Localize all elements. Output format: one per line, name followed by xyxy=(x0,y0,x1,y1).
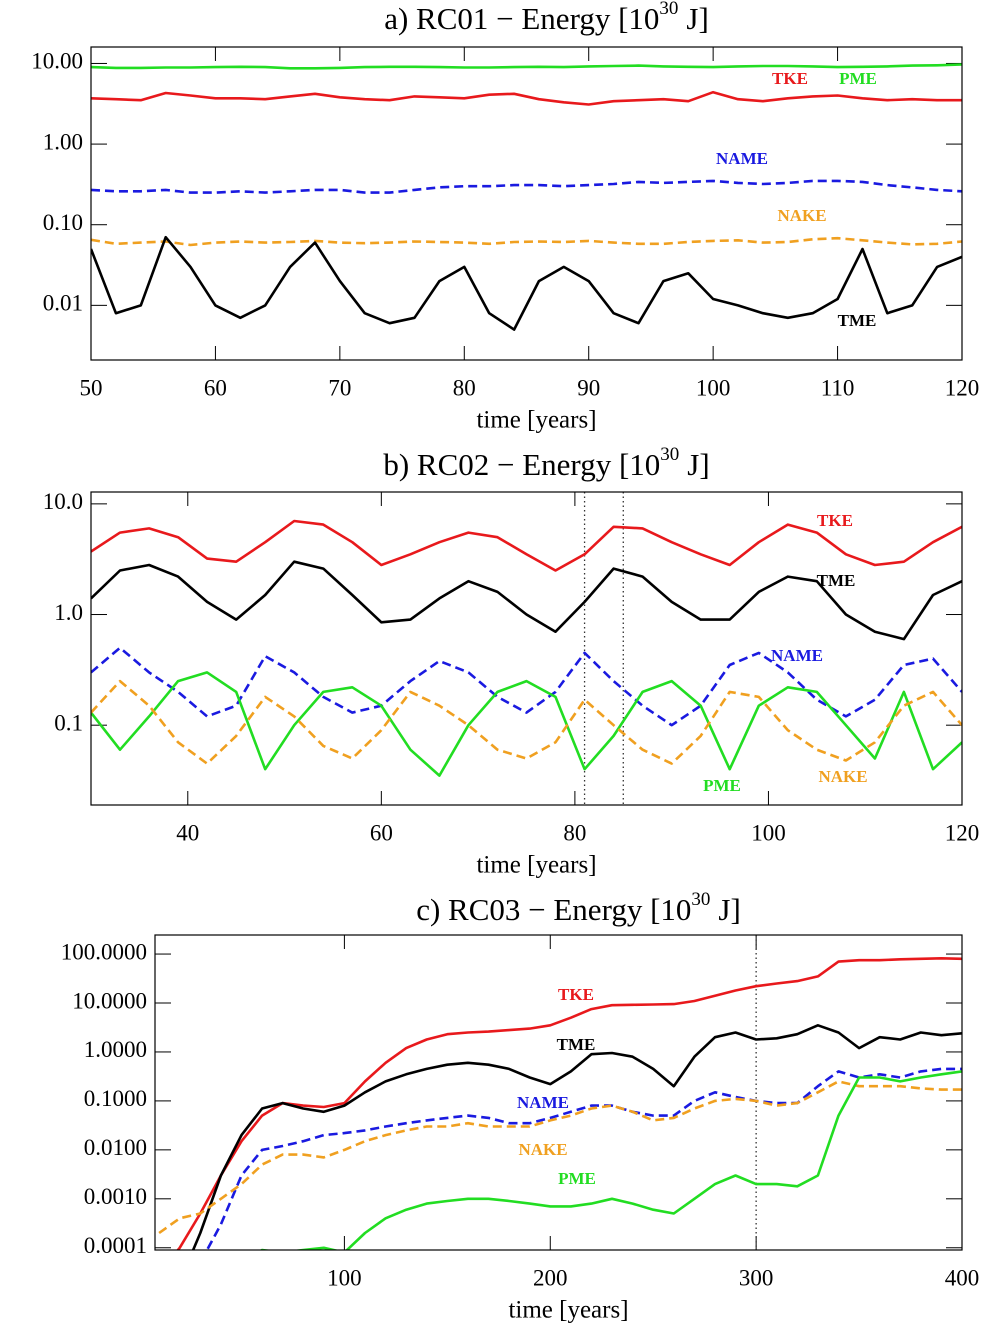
title-superscript: 30 xyxy=(691,889,710,910)
x-tick-label: 300 xyxy=(739,1265,774,1290)
chart-title: a) RC01 − Energy [1030 J] xyxy=(384,0,709,36)
chart-title: b) RC02 − Energy [1030 J] xyxy=(383,444,709,482)
title-superscript: 30 xyxy=(659,0,678,19)
x-tick-label: 100 xyxy=(696,375,731,400)
series-label: NAME xyxy=(517,1093,569,1112)
x-tick-label: 70 xyxy=(328,375,351,400)
series-line xyxy=(91,679,962,765)
x-tick-label: 120 xyxy=(945,375,980,400)
y-tick-label: 1.0000 xyxy=(84,1037,147,1062)
x-axis-label: time [years] xyxy=(476,407,596,434)
x-tick-label: 80 xyxy=(563,820,586,845)
title-text: c) RC03 − Energy [10 xyxy=(416,892,691,927)
x-tick-label: 60 xyxy=(370,820,393,845)
plot-frame xyxy=(154,934,963,1251)
series-line xyxy=(259,1070,962,1250)
x-tick-label: 60 xyxy=(204,375,227,400)
y-tick-label: 1.0 xyxy=(54,600,83,625)
y-tick-label: 1.00 xyxy=(43,129,83,154)
series-label: NAME xyxy=(771,646,823,665)
y-tick-label: 100.0000 xyxy=(61,939,147,964)
chart-title: c) RC03 − Energy [1030 J] xyxy=(416,889,741,927)
title-text: J] xyxy=(687,447,709,482)
series-line xyxy=(91,236,962,247)
series-label: TKE xyxy=(772,69,808,88)
y-tick-label: 0.0100 xyxy=(84,1135,147,1160)
y-tick-label: 0.1 xyxy=(54,710,83,735)
series-label: TKE xyxy=(558,985,594,1004)
x-tick-label: 100 xyxy=(751,820,786,845)
series-label: TME xyxy=(838,311,877,330)
series-label: PME xyxy=(558,1169,596,1188)
title-text: a) RC01 − Energy [10 xyxy=(384,1,659,36)
series-label: TKE xyxy=(817,511,853,530)
plot-frame xyxy=(90,46,963,361)
series-line xyxy=(91,63,962,70)
series-line xyxy=(191,1024,962,1250)
title-superscript: 30 xyxy=(660,444,679,465)
series-label: PME xyxy=(703,776,741,795)
x-axis-label: time [years] xyxy=(476,852,596,879)
series-line xyxy=(158,1080,962,1235)
series-line xyxy=(91,646,962,727)
x-tick-label: 50 xyxy=(80,375,103,400)
series-line xyxy=(91,671,962,777)
series-label: NAKE xyxy=(818,767,867,786)
x-tick-label: 100 xyxy=(327,1265,362,1290)
x-axis-label: time [years] xyxy=(508,1297,628,1324)
series-line xyxy=(176,957,962,1250)
series-label: PME xyxy=(839,69,877,88)
x-tick-label: 120 xyxy=(945,820,980,845)
plot-lines xyxy=(91,519,962,777)
series-line xyxy=(91,179,962,194)
series-line xyxy=(91,560,962,641)
series-label: NAKE xyxy=(518,1140,567,1159)
series-line xyxy=(205,1067,962,1250)
y-tick-label: 10.00 xyxy=(31,49,83,74)
y-tick-label: 0.0010 xyxy=(84,1184,147,1209)
x-tick-label: 400 xyxy=(945,1265,980,1290)
y-tick-label: 0.0001 xyxy=(84,1233,147,1258)
title-text: J] xyxy=(686,1,708,36)
plot-lines xyxy=(91,63,962,331)
y-tick-label: 0.01 xyxy=(43,291,83,316)
x-tick-label: 90 xyxy=(577,375,600,400)
x-tick-label: 40 xyxy=(176,820,199,845)
y-tick-label: 10.0000 xyxy=(72,988,147,1013)
series-label: TME xyxy=(817,571,856,590)
series-line xyxy=(91,235,962,331)
y-tick-label: 0.1000 xyxy=(84,1086,147,1111)
x-tick-label: 110 xyxy=(821,375,855,400)
x-tick-label: 200 xyxy=(533,1265,568,1290)
plot-frame xyxy=(90,491,963,806)
series-label: NAKE xyxy=(777,206,826,225)
title-text: J] xyxy=(718,892,740,927)
y-tick-label: 0.10 xyxy=(43,210,83,235)
title-text: b) RC02 − Energy [10 xyxy=(383,447,660,482)
series-label: NAME xyxy=(716,149,768,168)
series-line xyxy=(91,519,962,572)
x-tick-label: 80 xyxy=(453,375,476,400)
series-line xyxy=(91,90,962,106)
plot-lines xyxy=(158,957,962,1250)
y-tick-label: 10.0 xyxy=(43,489,83,514)
series-label: TME xyxy=(557,1035,596,1054)
